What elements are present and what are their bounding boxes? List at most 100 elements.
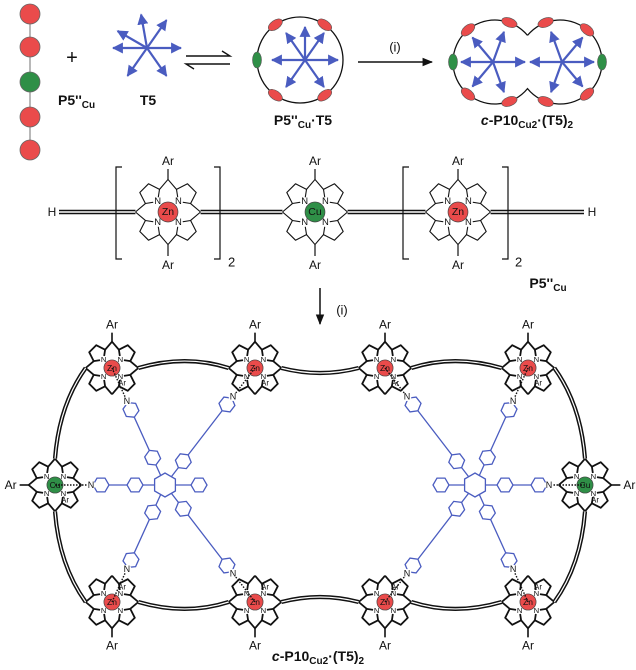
template-arm: [146, 19, 168, 49]
meso-bond: [28, 477, 38, 486]
nitrogen-bg: [99, 372, 108, 381]
nitrogen-bg: [532, 355, 541, 364]
nitrogen: N: [261, 589, 267, 598]
pyridyl: [122, 401, 140, 418]
chain-label: P5''Cu: [58, 92, 95, 111]
meso-bond: [384, 575, 393, 585]
template-arm: [285, 59, 306, 88]
equilibrium-forward: [186, 50, 233, 57]
nitrogen: N: [261, 372, 267, 381]
nitrogen-bg: [389, 355, 398, 364]
alkyne-inner: [281, 367, 359, 374]
aryl: Ar: [522, 638, 534, 652]
pyridine-n-bg: [86, 480, 96, 490]
porphyrin-unit: [267, 18, 283, 31]
meso-bond: [501, 367, 511, 376]
nitrogen: N: [44, 489, 50, 498]
meso-bond: [545, 601, 555, 610]
metal: [447, 201, 469, 223]
meso-bond: [190, 203, 201, 213]
nitrogen: N: [591, 489, 597, 498]
meso-bond: [272, 601, 282, 610]
aryl: Ar: [106, 318, 118, 332]
meso-bond: [111, 619, 120, 629]
nitrogen-bg: [242, 372, 251, 381]
product-label-part: c: [272, 648, 280, 664]
nitrogen-bg: [259, 606, 268, 615]
coordination-bond: [384, 573, 408, 603]
meso-bond: [602, 484, 612, 493]
template-arm: [146, 47, 168, 77]
pyridyl: [404, 557, 422, 574]
nitrogen: N: [465, 217, 472, 228]
meso-bond: [85, 601, 95, 610]
axial-aryl: Ar: [261, 379, 269, 388]
porphyrin-unit: [267, 89, 283, 102]
meso-bond: [384, 619, 393, 629]
axial-aryl: Ar: [534, 583, 542, 592]
product-label-top-part: 2: [568, 120, 574, 131]
chain-label-part: P5'': [58, 92, 82, 108]
alkyne-inner: [138, 601, 229, 610]
meso-bond: [104, 575, 113, 585]
nitrogen: N: [61, 489, 67, 498]
nitrogen: N: [517, 606, 523, 615]
nitrogen-bg: [59, 489, 68, 498]
pyridyl: [530, 477, 548, 493]
aryl: Ar: [249, 318, 261, 332]
meso-bond: [425, 211, 436, 221]
meso-bond: [602, 477, 612, 486]
nitrogen: N: [154, 196, 161, 207]
pyridine-n-bg: [508, 564, 518, 574]
phenyl: [174, 500, 192, 517]
meso-bond: [72, 477, 82, 486]
meso-bond: [272, 367, 282, 376]
pyridine-n-bg: [402, 392, 412, 402]
pyridine-n-bg: [122, 564, 132, 574]
pyridine-n: N: [404, 568, 411, 578]
template-arm: [561, 61, 584, 88]
meso-bond: [282, 203, 293, 213]
meso-bond: [129, 360, 139, 369]
metal-label: Cu: [580, 480, 591, 490]
nitrogen: N: [61, 472, 67, 481]
bracket: [402, 166, 409, 260]
nitrogen: N: [261, 606, 267, 615]
porphyrin-unit: [501, 17, 518, 28]
nitrogen-bg: [99, 606, 108, 615]
template-label: T5: [140, 92, 157, 108]
meso-bond: [129, 594, 139, 603]
coordination-bond: [111, 568, 128, 603]
coordination-bond: [232, 573, 256, 603]
aryl: Ar: [309, 258, 321, 272]
coordination-bond: [111, 367, 128, 402]
meso-bond: [72, 484, 82, 493]
aryl: Ar: [379, 318, 391, 332]
plus: +: [66, 47, 78, 69]
pyridine-n-bg: [508, 396, 518, 406]
meso-bond: [501, 594, 511, 603]
porphyrin: NNN NCu: [28, 458, 82, 512]
pyridine-n: N: [510, 396, 517, 406]
complex-label-part: ·T5: [311, 112, 332, 128]
meso-bond: [247, 575, 256, 585]
nitrogen-bg: [300, 197, 310, 207]
template-arm: [471, 61, 494, 88]
meso-bond: [501, 601, 511, 610]
pyridine-n: N: [88, 480, 95, 490]
nitrogen: N: [322, 217, 329, 228]
template-arm: [471, 36, 494, 63]
porphyrin-unit: [597, 53, 607, 71]
meso-bond: [457, 179, 467, 190]
phenyl: [143, 504, 162, 521]
meso-bond: [129, 601, 139, 610]
phenyl: [126, 477, 144, 493]
nitrogen-bg: [173, 217, 183, 227]
meso-bond: [384, 385, 393, 395]
pyridyl: [500, 552, 518, 569]
porphyrin-unit: [317, 18, 333, 31]
nitrogen-bg: [116, 372, 125, 381]
